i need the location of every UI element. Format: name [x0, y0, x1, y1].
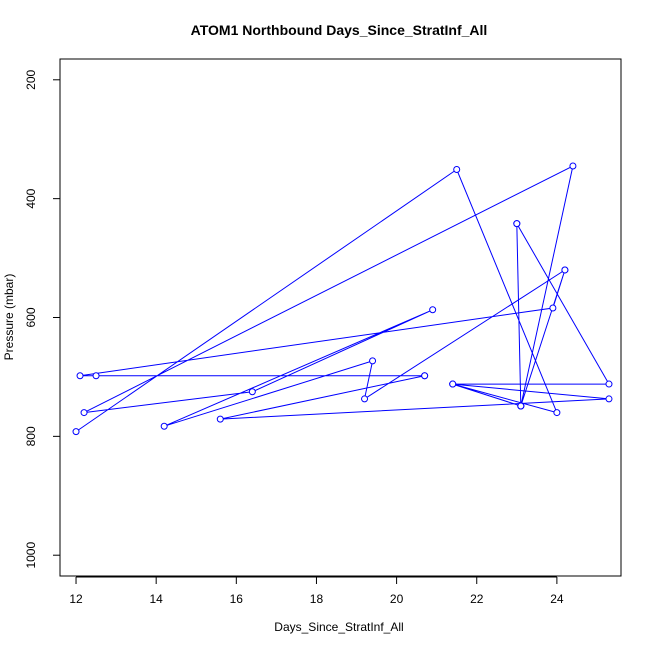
x-tick-label: 24 [550, 592, 564, 606]
x-tick-label: 14 [149, 592, 163, 606]
chart-title: ATOM1 Northbound Days_Since_StratInf_All [191, 22, 488, 38]
data-point [92, 372, 100, 380]
data-point [361, 395, 369, 403]
data-point [513, 220, 521, 228]
data-point [72, 428, 80, 436]
data-point [369, 357, 377, 365]
data-point [553, 409, 561, 417]
y-tick-label: 1000 [24, 542, 38, 569]
data-point [160, 422, 168, 430]
x-tick-label: 20 [390, 592, 404, 606]
data-point [605, 380, 613, 388]
data-point [453, 166, 461, 174]
data-point [421, 372, 429, 380]
data-point [549, 304, 557, 312]
x-axis: 12 14 16 18 20 22 24 [69, 576, 564, 606]
y-axis: 200 400 600 800 1000 [24, 69, 61, 569]
data-point [569, 162, 577, 170]
y-tick-label: 200 [24, 69, 38, 89]
y-axis-label: Pressure (mbar) [2, 274, 16, 361]
data-point [517, 402, 525, 410]
x-axis-label: Days_Since_StratInf_All [274, 620, 403, 634]
data-point [248, 388, 256, 396]
x-tick-label: 22 [470, 592, 484, 606]
data-point [605, 395, 613, 403]
data-point [76, 372, 84, 380]
x-tick-label: 12 [69, 592, 83, 606]
y-tick-label: 400 [24, 188, 38, 208]
x-tick-label: 16 [230, 592, 244, 606]
x-tick-label: 18 [310, 592, 324, 606]
data-point [429, 306, 437, 314]
data-point [216, 415, 224, 423]
data-point [449, 380, 457, 388]
series-layer [72, 162, 613, 436]
data-point [561, 266, 569, 274]
y-tick-label: 800 [24, 426, 38, 446]
y-tick-label: 600 [24, 307, 38, 327]
data-point [80, 409, 88, 417]
